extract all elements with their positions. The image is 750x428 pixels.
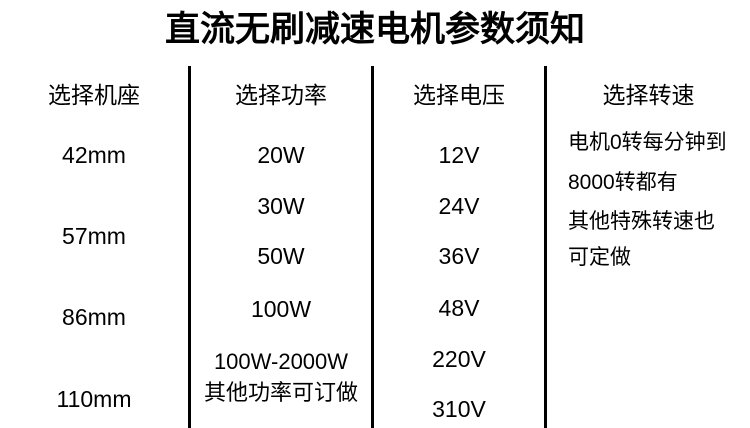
cell-voltage-6: 310V — [432, 396, 486, 422]
cell-voltage-5: 220V — [432, 346, 486, 372]
cell-voltage-3: 36V — [438, 243, 480, 269]
column-power: 选择功率 20W 30W 50W 100W 100W-2000W 其他功率可订做 — [191, 66, 371, 428]
column-header-voltage: 选择电压 — [413, 82, 505, 108]
cell-frame-size-1: 42mm — [62, 142, 126, 168]
page-title: 直流无刷减速电机参数须知 — [164, 10, 585, 49]
cell-power-6: 其他功率可订做 — [203, 380, 358, 405]
cell-frame-size-3: 86mm — [62, 304, 126, 330]
cell-frame-size-2: 57mm — [62, 223, 126, 249]
cell-power-1: 20W — [257, 142, 305, 168]
column-frame-size: 选择机座 42mm 57mm 86mm 110mm — [0, 66, 188, 428]
cell-power-2: 30W — [257, 193, 305, 219]
cell-speed-2: 8000转都有 — [568, 171, 678, 194]
column-divider-1 — [188, 66, 191, 428]
cell-power-4: 100W — [250, 296, 312, 322]
cell-speed-1: 电机0转每分钟到 — [568, 131, 727, 154]
cell-frame-size-4: 110mm — [56, 386, 132, 412]
cell-power-5: 100W-2000W — [213, 349, 349, 374]
cell-power-3: 50W — [257, 243, 305, 269]
cell-speed-4: 可定做 — [568, 246, 631, 269]
cell-voltage-1: 12V — [438, 142, 480, 168]
column-divider-3 — [544, 66, 547, 428]
column-header-frame-size: 选择机座 — [48, 82, 140, 108]
column-voltage: 选择电压 12V 24V 36V 48V 220V 310V — [374, 66, 544, 428]
cell-speed-3: 其他特殊转速也 — [568, 210, 715, 233]
cell-voltage-2: 24V — [438, 193, 480, 219]
column-header-power: 选择功率 — [235, 82, 327, 108]
column-header-speed: 选择转速 — [602, 82, 695, 108]
column-speed: 选择转速 电机0转每分钟到 8000转都有 其他特殊转速也 可定做 — [547, 66, 750, 428]
cell-voltage-4: 48V — [438, 295, 480, 321]
column-divider-2 — [371, 66, 374, 428]
